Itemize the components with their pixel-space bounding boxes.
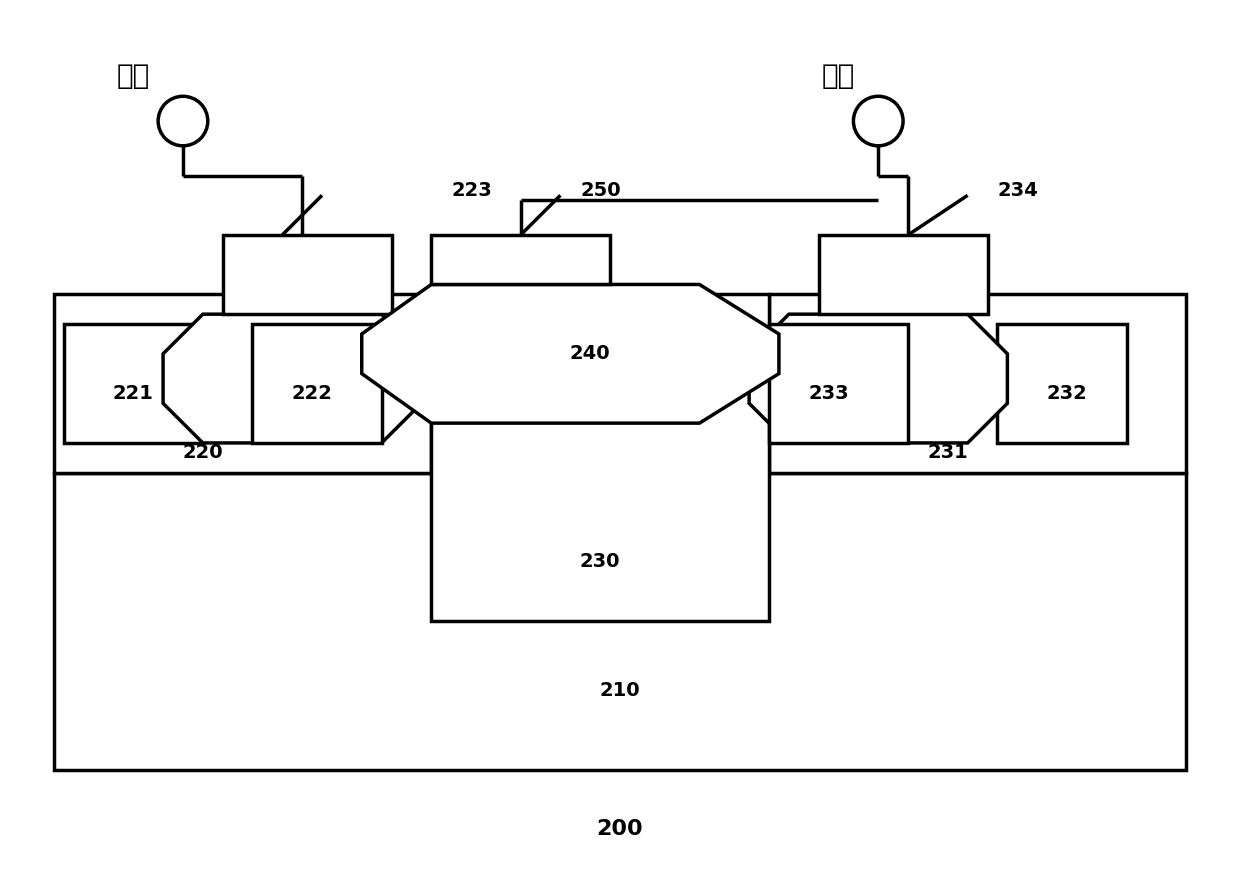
- Text: 221: 221: [113, 384, 154, 403]
- Bar: [432, 294, 769, 622]
- Text: 233: 233: [808, 384, 849, 403]
- Polygon shape: [749, 314, 1007, 443]
- Text: 阴极: 阴极: [117, 63, 150, 91]
- Bar: [253, 324, 382, 443]
- Text: 200: 200: [596, 819, 644, 839]
- Bar: [223, 235, 392, 314]
- Bar: [997, 324, 1127, 443]
- Text: 232: 232: [1047, 384, 1087, 403]
- Text: 210: 210: [600, 681, 640, 700]
- Bar: [769, 324, 908, 443]
- Text: 240: 240: [570, 344, 610, 363]
- Polygon shape: [164, 314, 422, 443]
- Bar: [769, 294, 1187, 472]
- Polygon shape: [362, 285, 779, 423]
- Text: 阳极: 阳极: [822, 63, 856, 91]
- Text: 231: 231: [928, 443, 968, 463]
- Text: 230: 230: [580, 553, 620, 571]
- Text: 250: 250: [580, 181, 621, 200]
- Text: 222: 222: [291, 384, 332, 403]
- Bar: [53, 294, 432, 472]
- Bar: [63, 324, 203, 443]
- Text: 220: 220: [182, 443, 223, 463]
- Bar: [53, 472, 1187, 770]
- Text: 223: 223: [451, 181, 492, 200]
- Bar: [432, 235, 610, 285]
- Bar: [818, 235, 987, 314]
- Text: 234: 234: [997, 181, 1038, 200]
